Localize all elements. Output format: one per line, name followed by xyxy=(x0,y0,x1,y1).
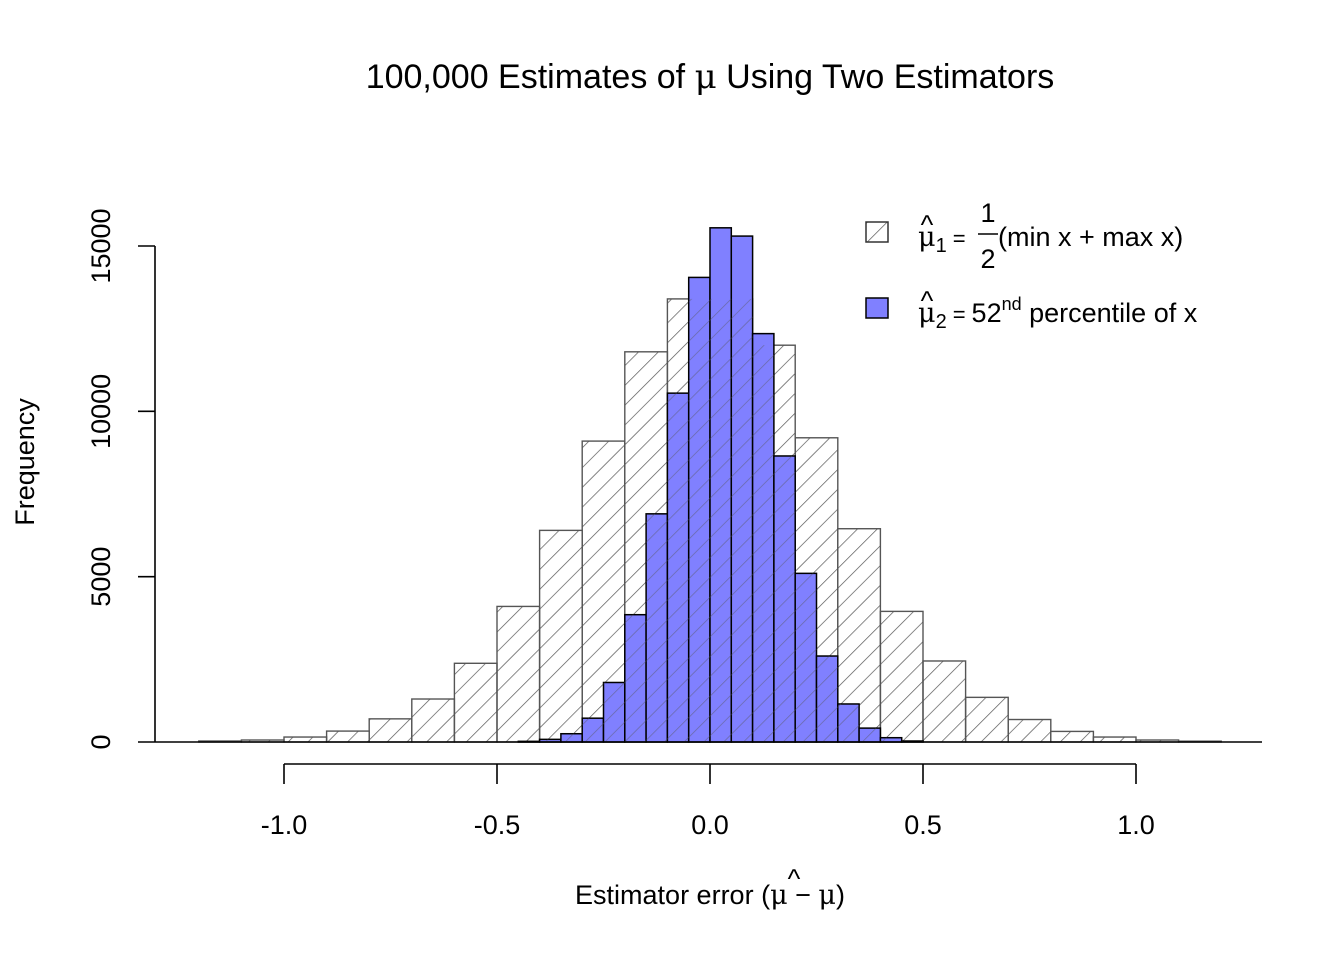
filled-bar-hatch-overlay xyxy=(688,298,710,742)
y-axis: 0 5000 10000 15000 xyxy=(86,208,156,750)
hatched-bar xyxy=(368,718,413,743)
filled-bar-hatch-overlay xyxy=(560,733,583,742)
legend-2-eq: = xyxy=(953,302,966,327)
filled-bar-hatch-overlay xyxy=(624,614,647,742)
legend-swatch-filled xyxy=(865,297,889,319)
filled-bar-hatch-overlay xyxy=(752,345,774,742)
legend-2-rest: percentile of x xyxy=(1022,298,1198,328)
filled-bar-hatch-overlay xyxy=(837,703,860,742)
chart-title-prefix: 100,000 Estimates of xyxy=(366,58,695,96)
y-tick-label: 15000 xyxy=(86,208,116,283)
legend-1-hat: ^ xyxy=(921,210,934,240)
hatched-bar xyxy=(496,605,541,743)
legend-1-eq: = xyxy=(953,226,966,251)
x-tick-label: 0.5 xyxy=(904,810,942,840)
filled-bar-hatch-overlay xyxy=(582,718,604,742)
legend-2-num: 52 xyxy=(972,298,1002,328)
y-tick-label: 5000 xyxy=(86,547,116,607)
hatched-bar xyxy=(1007,718,1052,743)
legend-2-sub: 2 xyxy=(936,311,947,333)
hatched-bar xyxy=(922,660,967,743)
chart-title: 100,000 Estimates of μ Using Two Estimat… xyxy=(366,57,1055,97)
x-axis: -1.0 -0.5 0.0 0.5 1.0 xyxy=(261,763,1155,840)
y-tick-label: 10000 xyxy=(86,374,116,449)
legend-swatch-hatched xyxy=(865,221,889,243)
y-axis-label: Frequency xyxy=(10,398,40,526)
filled-bar-hatch-overlay xyxy=(539,739,561,742)
legend-1-rest: (min x + max x) xyxy=(998,222,1183,252)
filled-bar-hatch-overlay xyxy=(646,513,668,742)
x-axis-label-suffix: ) xyxy=(836,880,845,910)
legend-1-frac-num: 1 xyxy=(980,198,995,228)
x-axis-label-minus: − xyxy=(788,880,819,910)
x-tick-label: 0.0 xyxy=(691,810,729,840)
legend-label-1: μ1 = xyxy=(918,222,966,257)
filled-bar-hatch-overlay xyxy=(816,656,838,742)
filled-bar-hatch-overlay xyxy=(859,728,881,742)
filled-series-bars xyxy=(517,227,924,743)
legend: μ1 = ^ 1 2 (min x + max x) μ2 = 52nd percen… xyxy=(865,198,1198,333)
legend-1-frac-den: 2 xyxy=(980,244,995,274)
hatched-bar xyxy=(453,662,498,743)
hatched-bar xyxy=(1050,730,1095,743)
filled-bar-hatch-overlay xyxy=(773,455,796,742)
filled-bar-hatch-overlay xyxy=(667,393,689,742)
filled-bar-hatch-overlay xyxy=(603,682,625,742)
legend-1-sub: 1 xyxy=(936,235,947,257)
hatched-bar xyxy=(325,730,370,743)
x-tick-label: -1.0 xyxy=(261,810,308,840)
chart-title-symbol: μ xyxy=(695,57,717,97)
x-tick-label: 1.0 xyxy=(1117,810,1155,840)
y-tick-label: 0 xyxy=(86,734,116,749)
hatched-bar xyxy=(411,698,456,743)
legend-2-hat: ^ xyxy=(921,286,934,316)
filled-bar-hatch-overlay xyxy=(710,298,732,742)
legend-2-symbol: μ xyxy=(918,298,936,329)
filled-bar-hatch-overlay xyxy=(795,573,817,742)
legend-1-symbol: μ xyxy=(918,222,936,253)
x-axis-label-mu-hat: μ xyxy=(770,880,788,911)
x-axis-label-prefix: Estimator error ( xyxy=(575,880,770,910)
legend-label-2: μ2 = 52nd percentile of x xyxy=(918,294,1198,333)
x-tick-label: -0.5 xyxy=(474,810,521,840)
x-axis-label: Estimator error (μ − μ) xyxy=(575,880,845,911)
legend-2-sup: nd xyxy=(1002,294,1022,314)
x-axis-label-mu: μ xyxy=(818,880,836,911)
hatched-bar xyxy=(879,610,924,743)
hatched-bar xyxy=(964,696,1009,743)
hatched-bar xyxy=(538,529,583,743)
filled-bar-hatch-overlay xyxy=(880,737,902,742)
chart-title-suffix: Using Two Estimators xyxy=(717,58,1055,96)
x-axis-label-hat: ^ xyxy=(788,864,801,894)
filled-bar-hatch-overlay xyxy=(731,298,753,742)
